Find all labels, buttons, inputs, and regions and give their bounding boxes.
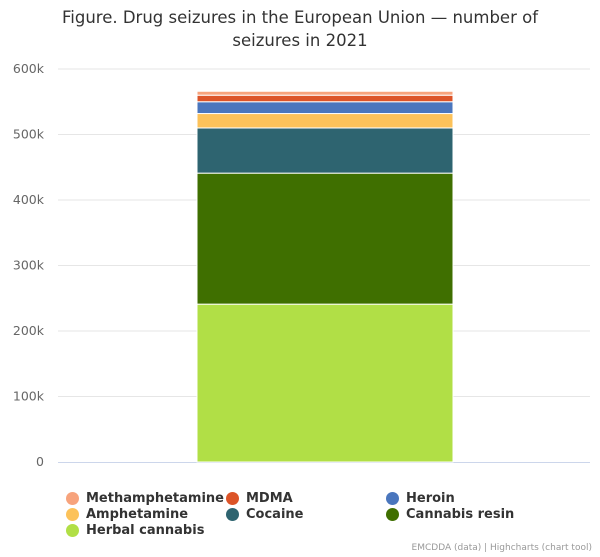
legend-item[interactable]: Cannabis resin — [386, 506, 546, 522]
y-tick-label: 200k — [13, 323, 45, 338]
legend-label: Amphetamine — [86, 506, 189, 522]
bar-segment-cannabis-resin — [196, 172, 454, 305]
legend-item[interactable]: MDMA — [226, 490, 386, 506]
bar-segment-amphetamine — [196, 113, 454, 129]
legend-marker-icon — [66, 491, 79, 505]
chart-title: Figure. Drug seizures in the European Un… — [61, 8, 539, 50]
bar-segment-heroin — [196, 101, 454, 115]
legend-item[interactable]: Amphetamine — [66, 506, 226, 522]
legend-item[interactable]: Herbal cannabis — [66, 522, 226, 538]
y-tick-label: 100k — [13, 389, 45, 404]
legend-label: Cannabis resin — [406, 506, 515, 522]
bar-segment-mdma — [196, 94, 454, 103]
legend-item[interactable]: Cocaine — [226, 506, 386, 522]
legend-marker-icon — [66, 523, 79, 537]
legend-label: Methamphetamine — [86, 490, 224, 506]
legend-label: MDMA — [246, 490, 293, 506]
legend-marker-icon — [386, 491, 399, 505]
y-tick-label: 0 — [36, 454, 44, 469]
legend-label: Herbal cannabis — [86, 522, 205, 538]
legend-label: Heroin — [406, 490, 455, 506]
legend-item[interactable]: Heroin — [386, 490, 546, 506]
legend: Methamphetamine MDMA Heroin Amphetamine Coca… — [66, 490, 546, 538]
credits[interactable]: EMCDDA (data) | Highcharts (chart tool) — [411, 543, 592, 553]
chart-plot: 0 100k 200k 300k 400k 500k 600k — [13, 61, 590, 469]
legend-marker-icon — [386, 507, 399, 521]
legend-marker-icon — [226, 507, 239, 521]
bar-segment-cocaine — [196, 127, 454, 174]
y-tick-label: 400k — [13, 192, 45, 207]
y-tick-label: 300k — [13, 258, 45, 273]
legend-label: Cocaine — [246, 506, 304, 522]
legend-marker-icon — [66, 507, 79, 521]
legend-marker-icon — [226, 491, 239, 505]
bar-segment-methamphetamine — [196, 90, 454, 96]
y-tick-label: 500k — [13, 127, 45, 142]
legend-item[interactable]: Methamphetamine — [66, 490, 226, 506]
bar-segment-herbal-cannabis — [196, 303, 454, 463]
y-tick-label: 600k — [13, 61, 45, 76]
